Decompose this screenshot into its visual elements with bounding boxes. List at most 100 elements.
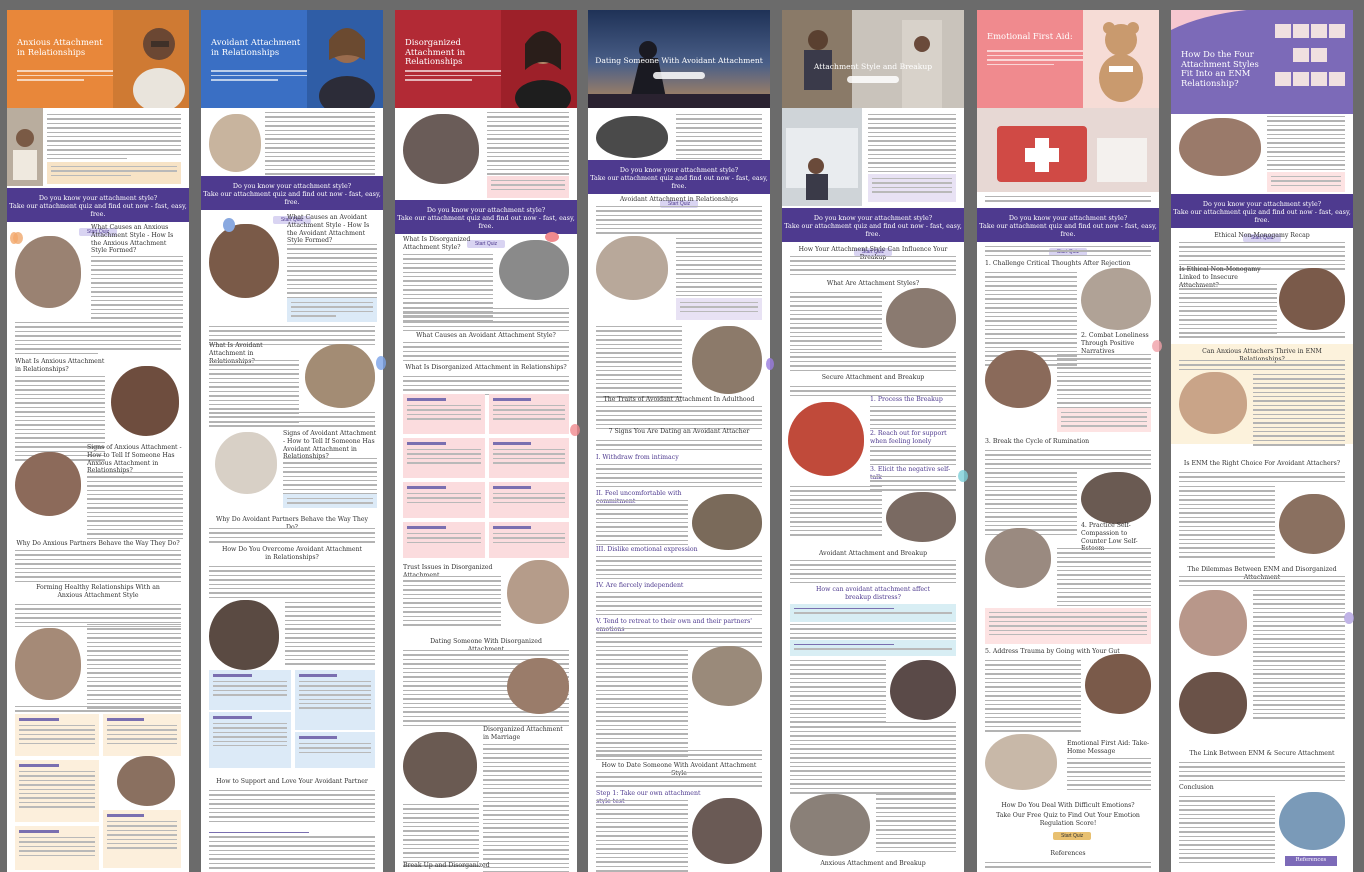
quiz-banner: Do you know your attachment style? Take … (977, 208, 1159, 256)
section-heading: The Link Between ENM & Secure Attachment (1189, 750, 1335, 757)
portrait-image (1179, 590, 1247, 656)
section-heading: Dating Someone With Disorganized Attachm… (430, 638, 542, 653)
highlight-box (47, 162, 181, 184)
article-title: Anxious Attachment in Relationships (17, 37, 103, 57)
hero-photo (1171, 10, 1353, 114)
section-heading: Secure Attachment and Breakup (821, 374, 925, 381)
portrait-image (596, 236, 668, 300)
portrait-image (985, 528, 1051, 588)
portrait-image (1081, 268, 1151, 330)
start-quiz-button[interactable]: Start Quiz (466, 240, 506, 248)
hero-banner: Attachment Style and Breakup (782, 10, 964, 108)
references-label: References (1295, 857, 1327, 863)
section-heading: How to Support and Love Your Avoidant Pa… (216, 778, 368, 785)
section-heading: How can avoidant attachment affect break… (816, 586, 930, 601)
section-heading: Is ENM the Right Choice For Avoidant Att… (1183, 460, 1341, 467)
tip-box (103, 810, 181, 868)
tip-box (489, 482, 569, 518)
section-heading: Avoidant Attachment in Relationships (619, 196, 739, 203)
quiz-line-2: Take our attachment quiz and find out no… (784, 222, 962, 238)
portrait-image (403, 114, 479, 184)
tip-box (489, 438, 569, 478)
section-heading: Disorganized Attachment in Marriage (483, 726, 563, 741)
article-enm: How Do the Four Attachment Styles Fit In… (1171, 10, 1353, 872)
start-quiz-button[interactable]: Start Quiz (78, 228, 118, 236)
section-heading: How Do You Overcome Avoidant Attachment … (221, 546, 363, 561)
portrait-image (1279, 792, 1345, 850)
portrait-image (985, 734, 1057, 790)
quiz-line-2: Take our attachment quiz and find out no… (203, 190, 381, 206)
start-quiz-button[interactable]: Start Quiz (272, 216, 312, 224)
section-heading: 3. Break the Cycle of Rumination (985, 438, 1090, 445)
portrait-image (15, 628, 81, 700)
quiz-banner: Do you know your attachment style? Take … (395, 200, 577, 248)
step-heading: I. Withdraw from intimacy (596, 454, 679, 461)
step-heading: 2. Reach out for support when feeling lo… (870, 430, 947, 445)
article-breakup: Attachment Style and Breakup Do you know… (782, 10, 964, 872)
first-aid-photo (977, 108, 1159, 192)
article-disorganized: Disorganized Attachment in Relationships… (395, 10, 577, 872)
portrait-image (886, 288, 956, 348)
start-quiz-button[interactable]: Start Quiz (853, 248, 893, 256)
article-dating-avoidant: Dating Someone With Avoidant Attachment … (588, 10, 770, 872)
hero-subtitle (17, 70, 113, 92)
start-quiz-button[interactable]: Start Quiz (1242, 234, 1282, 242)
tip-box (403, 438, 485, 478)
quiz-banner: Do you know your attachment style? Take … (7, 188, 189, 236)
portrait-image (1279, 494, 1345, 554)
quiz-line-1: Do you know your attachment style? (232, 182, 352, 190)
section-heading: 1. Challenge Critical Thoughts After Rej… (985, 260, 1131, 267)
section-heading: 7 Signs You Are Dating an Avoidant Attac… (608, 428, 750, 435)
step-heading: 1. Process the Breakup (870, 396, 943, 403)
section-heading: The Traits of Avoidant Attachment In Adu… (603, 396, 755, 403)
portrait-image (1085, 654, 1151, 714)
portrait-image (1179, 372, 1247, 434)
section-heading: What Is Disorganized Attachment Style? (403, 236, 471, 251)
section-heading: Take Our Free Quiz to Find Out Your Emot… (996, 812, 1140, 827)
tip-box (15, 760, 99, 822)
quiz-line-1: Do you know your attachment style? (619, 166, 739, 174)
section-heading: Emotional First Aid: Take-Home Message (1067, 740, 1150, 755)
article-anxious: Anxious Attachment in Relationships Do y… (7, 10, 189, 872)
section-heading: Anxious Attachment and Breakup (820, 860, 926, 867)
section-heading: What Causes an Avoidant Attachment Style… (287, 214, 370, 245)
section-heading: What Is Disorganized Attachment in Relat… (405, 364, 567, 371)
portrait-image (15, 452, 81, 516)
tip-box (403, 482, 485, 518)
section-heading: 5. Address Trauma by Going with Your Gut (985, 648, 1120, 655)
hero-photo (588, 41, 770, 108)
quiz-line-2: Take our attachment quiz and find out no… (9, 202, 187, 218)
hero-subtitle (211, 70, 307, 92)
quiz-line-2: Take our attachment quiz and find out no… (1173, 208, 1351, 224)
portrait-image (890, 660, 956, 720)
portrait-image (507, 560, 569, 624)
tip-box (403, 522, 485, 558)
portrait-image (692, 326, 762, 394)
section-heading: 2. Combat Loneliness Through Positive Na… (1081, 332, 1149, 355)
portrait-image (209, 600, 279, 670)
quiz-line-1: Do you know your attachment style? (426, 206, 546, 214)
portrait-image (790, 794, 870, 856)
section-heading: What Causes an Anxious Attachment Style … (91, 224, 174, 255)
quiz-line-1: Do you know your attachment style? (1202, 200, 1322, 208)
article-title: Attachment Style and Breakup (813, 62, 933, 71)
hero-banner: How Do the Four Attachment Styles Fit In… (1171, 10, 1353, 114)
section-heading: Signs of Avoidant Attachment - How to Te… (283, 430, 377, 461)
hero-photo (501, 10, 577, 108)
quiz-line-1: Do you know your attachment style? (813, 214, 933, 222)
tip-box (103, 714, 181, 756)
tip-box (295, 670, 375, 730)
tip-box (15, 826, 99, 870)
portrait-image (1081, 472, 1151, 524)
start-quiz-button[interactable]: Start Quiz (659, 200, 699, 208)
start-quiz-button[interactable]: Start Quiz (1053, 832, 1092, 840)
start-quiz-button[interactable]: Start Quiz (1048, 248, 1088, 256)
portrait-image (692, 646, 762, 706)
article-emotional-first-aid: Emotional First Aid: Do you know your at… (977, 10, 1159, 872)
article-title: Emotional First Aid: (987, 31, 1073, 41)
side-photo (782, 108, 862, 206)
section-heading: What Are Attachment Styles? (826, 280, 920, 287)
tip-box (209, 712, 291, 768)
portrait-image (692, 798, 762, 864)
step-heading: IV. Are fiercely independent (596, 582, 684, 589)
